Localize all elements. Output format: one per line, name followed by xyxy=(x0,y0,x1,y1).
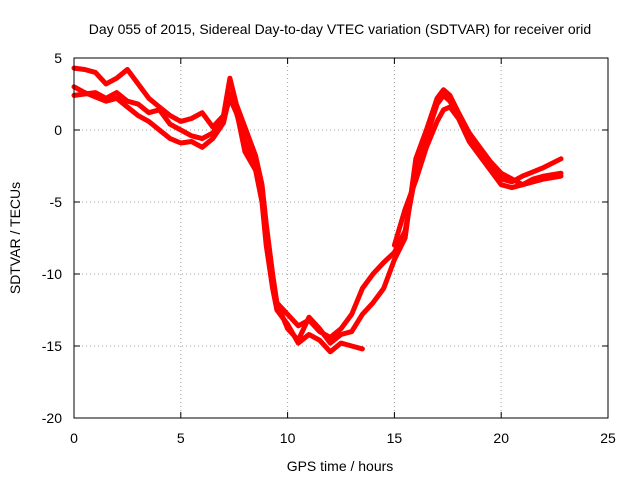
y-tick-label: -15 xyxy=(42,338,62,354)
x-tick-label: 25 xyxy=(600,430,616,446)
x-tick-label: 10 xyxy=(280,430,296,446)
series-trace-1 xyxy=(71,84,365,355)
x-tick-labels: 0 5 10 15 20 25 xyxy=(70,430,616,446)
ticks xyxy=(73,57,609,419)
y-tick-label: -10 xyxy=(42,266,62,282)
series-trace-3 xyxy=(71,87,564,346)
y-tick-label: 5 xyxy=(54,50,62,66)
chart-title: Day 055 of 2015, Sidereal Day-to-day VTE… xyxy=(89,21,591,37)
series-layer xyxy=(71,65,564,355)
x-axis-label: GPS time / hours xyxy=(287,458,394,474)
x-tick-label: 5 xyxy=(177,430,185,446)
y-tick-label: -5 xyxy=(50,194,63,210)
series-trace-4 xyxy=(391,104,564,248)
x-tick-label: 0 xyxy=(70,430,78,446)
plot-frame xyxy=(73,57,609,419)
x-tick-label: 20 xyxy=(493,430,509,446)
y-tick-label: -20 xyxy=(42,410,62,426)
x-tick-label: 15 xyxy=(387,430,403,446)
y-tick-label: 0 xyxy=(54,122,62,138)
y-axis-label: SDTVAR / TECUs xyxy=(7,182,23,294)
y-tick-labels: 5 0 -5 -10 -15 -20 xyxy=(42,50,62,426)
